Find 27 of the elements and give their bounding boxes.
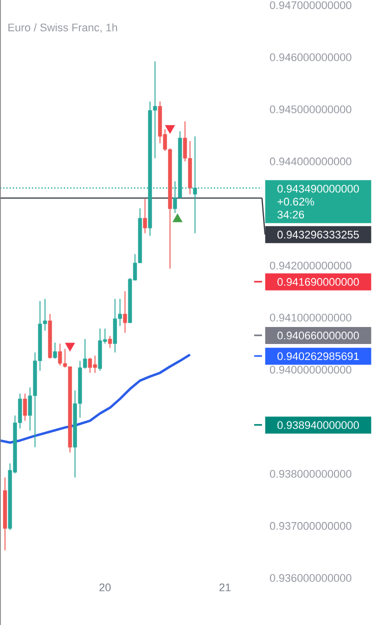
x-tick-label: 20 <box>99 584 111 592</box>
y-tick-label: 0.938000000000 <box>270 470 352 478</box>
x-tick-label: 21 <box>219 584 231 592</box>
y-tick-label: 0.942000000000 <box>270 262 352 270</box>
y-tick-label: 0.941000000000 <box>270 314 352 322</box>
ref-line-label: 0.941690000000 <box>277 278 359 286</box>
candlestick <box>23 393 27 422</box>
ref-line-label: 0.938940000000 <box>277 421 359 429</box>
y-tick-label: 0.936000000000 <box>270 574 352 582</box>
ref-line-label: 0.940660000000 <box>277 332 359 340</box>
line-series <box>0 353 192 444</box>
ref-line-label: 0.943490000000 <box>277 184 359 193</box>
y-tick-label: 0.945000000000 <box>270 105 352 114</box>
y-tick-label: 0.946000000000 <box>270 53 352 62</box>
y-tick-label: 0.944000000000 <box>270 158 352 166</box>
text: Euro / Swiss Franc, 1h <box>8 23 118 33</box>
y-tick-label: 0.937000000000 <box>270 522 352 530</box>
candlestick <box>108 335 112 348</box>
candlestick <box>53 342 57 360</box>
ref-line-label: 0.940262985691 <box>277 352 359 360</box>
y-tick-label: 0.940000000000 <box>270 366 352 374</box>
y-tick-label: 0.947000000000 <box>270 1 352 10</box>
candlestick <box>123 290 127 334</box>
ref-line-label: 0.943296333255 <box>277 230 359 239</box>
text: 34:26 <box>277 210 304 219</box>
text: +0.62% <box>278 198 314 206</box>
candlestick <box>143 198 147 234</box>
